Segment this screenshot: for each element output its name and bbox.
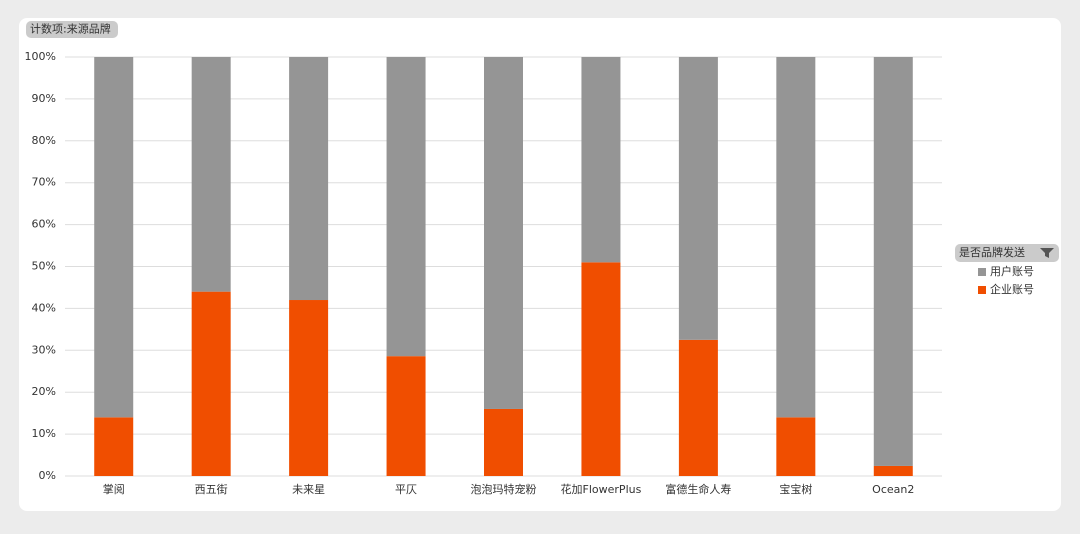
chart-title: 计数项:来源品牌 bbox=[30, 22, 111, 36]
y-tick-label: 80% bbox=[32, 134, 56, 147]
bar-segment bbox=[94, 57, 134, 418]
bar-segment bbox=[484, 57, 523, 409]
y-tick-label: 20% bbox=[32, 385, 56, 398]
title-pill[interactable] bbox=[26, 21, 118, 38]
y-tick-label: 30% bbox=[32, 343, 56, 356]
bar-segment bbox=[386, 356, 426, 476]
x-tick-label: 未来星 bbox=[292, 483, 325, 496]
legend-label: 用户账号 bbox=[990, 264, 1034, 278]
bar-segment bbox=[289, 57, 329, 301]
filter-icon[interactable] bbox=[1040, 248, 1054, 258]
x-tick-label: 花加FlowerPlus bbox=[561, 483, 642, 496]
y-tick-label: 40% bbox=[32, 301, 56, 314]
y-tick-label: 50% bbox=[32, 260, 56, 273]
bar-segment bbox=[191, 291, 231, 476]
bar-segment bbox=[581, 57, 621, 263]
x-tick-label: 宝宝树 bbox=[779, 482, 812, 496]
y-tick-label: 10% bbox=[32, 427, 56, 440]
x-tick-label: 平仄 bbox=[395, 483, 417, 496]
bar-segment bbox=[484, 408, 523, 476]
legend-title: 是否品牌发送 bbox=[959, 245, 1025, 259]
bar-segment bbox=[191, 57, 231, 292]
bar-segment bbox=[678, 57, 718, 340]
y-tick-label: 90% bbox=[32, 92, 56, 105]
legend-label: 企业账号 bbox=[990, 282, 1034, 296]
legend-swatch bbox=[978, 268, 986, 276]
x-tick-label: 掌阅 bbox=[103, 482, 125, 496]
x-tick-label: 泡泡玛特宠粉 bbox=[471, 482, 537, 496]
bar-segment bbox=[873, 57, 913, 466]
legend-title-pill[interactable] bbox=[955, 244, 1059, 262]
bar-segment bbox=[776, 57, 816, 418]
bar-segment bbox=[873, 465, 913, 476]
x-tick-label: Ocean2 bbox=[872, 483, 914, 496]
y-tick-label: 0% bbox=[39, 469, 56, 482]
x-tick-label: 西五街 bbox=[195, 482, 228, 496]
bar-segment bbox=[678, 339, 718, 476]
bar-segment bbox=[581, 262, 621, 476]
y-tick-label: 70% bbox=[32, 176, 56, 189]
bar-segment bbox=[386, 57, 426, 357]
legend-swatch bbox=[978, 286, 986, 294]
bar-segment bbox=[94, 417, 134, 476]
bar-segment bbox=[289, 300, 329, 476]
y-tick-label: 60% bbox=[32, 218, 56, 231]
x-tick-label: 富德生命人寿 bbox=[665, 482, 731, 496]
bar-segment bbox=[776, 417, 816, 476]
y-tick-label: 100% bbox=[25, 50, 56, 63]
